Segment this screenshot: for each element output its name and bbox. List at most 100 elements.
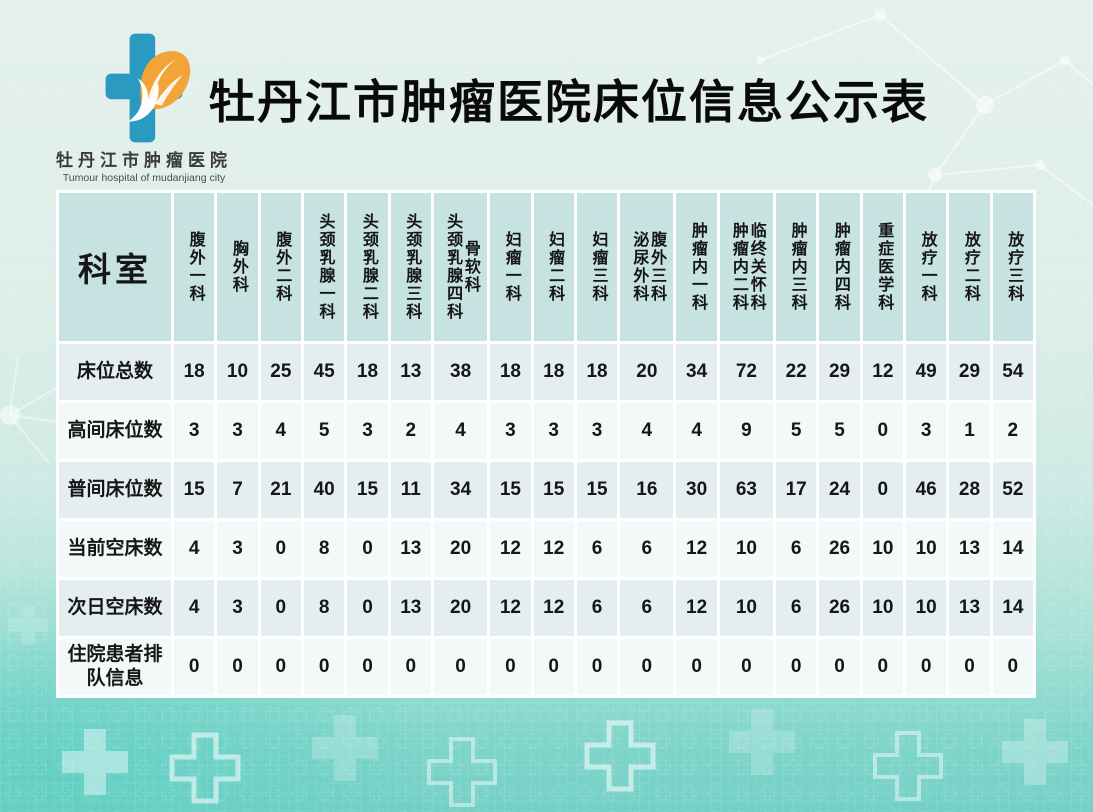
value-cell: 0 [433,639,488,695]
value-cell: 34 [433,462,488,518]
value-cell: 17 [776,462,817,518]
value-cell: 0 [620,639,674,695]
value-cell: 14 [992,521,1033,577]
value-cell: 40 [303,462,345,518]
hospital-brand: 牡丹江市肿瘤医院 Tumour hospital of mudanjiang c… [46,32,242,184]
dept-header-8: 妇瘤一科 [490,193,531,341]
value-cell: 3 [533,403,574,459]
value-cell: 22 [776,344,817,400]
value-cell: 13 [949,521,990,577]
dept-name: 肿瘤内一科 [689,222,706,312]
dept-name: 肿瘤内四科 [831,222,849,312]
value-cell: 10 [906,580,947,636]
value-cell: 3 [217,521,258,577]
dept-header-2: 胸外科 [217,193,258,341]
value-cell: 28 [949,462,990,518]
value-cell: 15 [347,462,388,518]
value-cell: 0 [303,639,345,695]
value-cell: 0 [819,639,860,695]
dept-header-10: 妇瘤三科 [576,193,618,341]
value-cell: 0 [576,639,618,695]
dept-name: 腹外一科 [186,231,204,303]
value-cell: 14 [992,580,1033,636]
value-cell: 15 [576,462,618,518]
dept-header-9: 妇瘤二科 [533,193,574,341]
row-label-1: 床位总数 [59,344,171,400]
value-cell: 4 [433,403,488,459]
value-cell: 13 [390,521,431,577]
hospital-name-cn: 牡丹江市肿瘤医院 [56,151,232,170]
dept-header-15: 肿瘤内四科 [819,193,860,341]
dept-header-7: 头颈乳腺四科 骨软科 [433,193,488,341]
value-cell: 6 [776,580,817,636]
value-cell: 24 [819,462,860,518]
dept-header-16: 重症医学科 [862,193,903,341]
row-label-2: 高间床位数 [59,403,171,459]
dove-icon [128,78,159,122]
value-cell: 6 [620,580,674,636]
dept-header-6: 头颈乳腺三科 [390,193,431,341]
value-cell: 12 [533,521,574,577]
value-cell: 20 [433,521,488,577]
value-cell: 0 [862,403,903,459]
value-cell: 0 [776,639,817,695]
value-cell: 1 [949,403,990,459]
dept-header-11: 泌尿外科 腹外三科 [620,193,674,341]
corner-cell-department-label: 科室 [59,193,171,341]
dept-header-3: 腹外二科 [260,193,301,341]
dept-name: 头颈乳腺二科 [359,213,377,321]
value-cell: 46 [906,462,947,518]
value-cell: 12 [676,580,717,636]
value-cell: 21 [260,462,301,518]
value-cell: 10 [217,344,258,400]
value-cell: 12 [490,580,531,636]
dept-name: 头颈乳腺四科 [444,213,462,321]
row-label-4: 当前空床数 [59,521,171,577]
value-cell: 3 [217,403,258,459]
dept-name: 妇瘤三科 [589,231,607,303]
value-cell: 0 [347,639,388,695]
value-cell: 6 [776,521,817,577]
value-cell: 52 [992,462,1033,518]
value-cell: 10 [862,521,903,577]
value-cell: 18 [533,344,574,400]
bed-table: 科室 腹外一科 胸外科 腹外二科 头颈乳腺一科 头颈乳腺二科 头颈乳腺三科 头颈乳腺四科 骨软科… [56,190,1036,698]
value-cell: 15 [174,462,215,518]
value-cell: 3 [217,580,258,636]
dept-name: 胸外科 [229,240,247,294]
dept-name: 重症医学科 [875,222,893,312]
value-cell: 20 [620,344,674,400]
dept-name: 腹外三科 [648,231,666,303]
value-cell: 34 [676,344,717,400]
value-cell: 9 [719,403,774,459]
row-label-3: 普间床位数 [59,462,171,518]
value-cell: 6 [620,521,674,577]
value-cell: 0 [347,580,388,636]
value-cell: 3 [906,403,947,459]
value-cell: 0 [992,639,1033,695]
dept-name: 泌尿外科 [630,231,648,303]
value-cell: 13 [390,344,431,400]
value-cell: 13 [390,580,431,636]
value-cell: 10 [906,521,947,577]
value-cell: 0 [719,639,774,695]
value-cell: 26 [819,521,860,577]
value-cell: 12 [862,344,903,400]
value-cell: 30 [676,462,717,518]
dept-header-1: 腹外一科 [174,193,215,341]
dept-name: 腹外二科 [273,231,291,303]
dept-name: 放疗二科 [961,231,979,303]
value-cell: 6 [576,580,618,636]
dept-header-13: 肿瘤内二科 临终关怀科 [719,193,774,341]
dept-header-5: 头颈乳腺二科 [347,193,388,341]
value-cell: 29 [949,344,990,400]
value-cell: 5 [819,403,860,459]
dept-name: 妇瘤二科 [546,231,564,303]
value-cell: 25 [260,344,301,400]
value-cell: 3 [490,403,531,459]
value-cell: 0 [949,639,990,695]
page-title: 牡丹江市肿瘤医院床位信息公示表 [209,76,929,128]
value-cell: 13 [949,580,990,636]
value-cell: 12 [490,521,531,577]
